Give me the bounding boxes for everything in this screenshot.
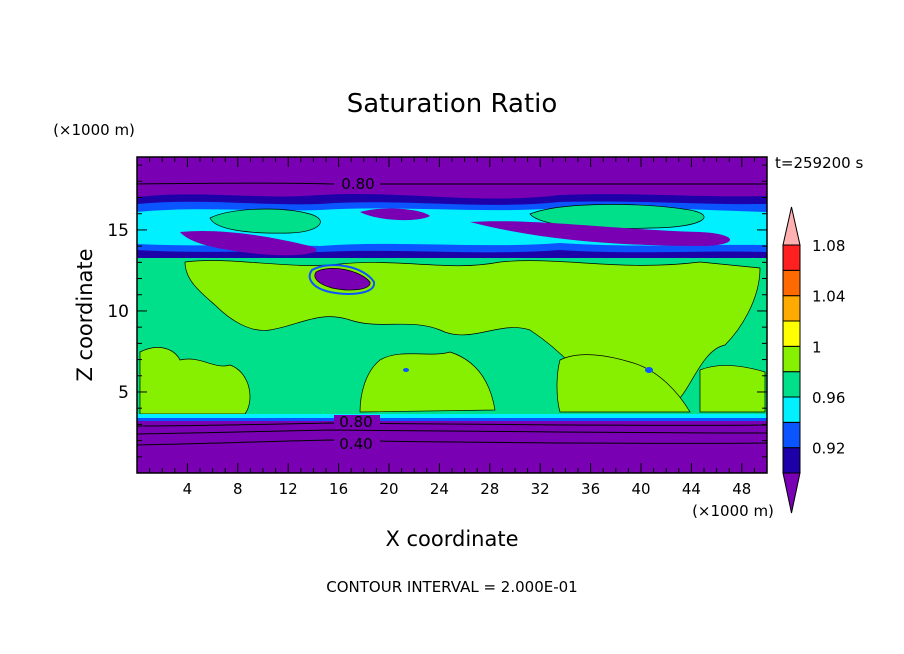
colorbar-over-triangle [782, 206, 801, 246]
y-tick-label: 15 [107, 221, 129, 241]
x-tick-label: 40 [631, 480, 650, 498]
x-tick-label: 44 [682, 480, 701, 498]
y-units-label: (×1000 m) [53, 121, 135, 139]
x-tick-label: 20 [379, 480, 398, 498]
x-tick-label: 48 [732, 480, 751, 498]
contour-field [137, 157, 767, 473]
lower-green-mid [359, 351, 496, 413]
contour-label-top: 0.80 [341, 175, 374, 193]
x-tick-label: 8 [233, 480, 243, 498]
colorbar-swatch [782, 447, 801, 474]
colorbar-swatch [782, 269, 801, 297]
contour-label-bg-1 [334, 176, 380, 192]
colorbar: 0.92 0.96 1 1.04 1.08 [782, 206, 845, 514]
upper-purple-streak-right [470, 221, 730, 246]
contour-label-lower-080: 0.80 [339, 413, 372, 431]
y-tick-label: 10 [107, 302, 129, 322]
colorbar-swatch [782, 320, 801, 347]
lower-contour-0.40 [137, 439, 767, 446]
y-tick-label: 5 [118, 383, 129, 403]
x-tick-label: 12 [279, 480, 298, 498]
x-axis-label: X coordinate [385, 527, 518, 551]
colorbar-swatch [782, 295, 801, 322]
colorbar-swatch [782, 371, 801, 398]
chart-title: Saturation Ratio [347, 89, 558, 119]
cloud-base-blue [137, 418, 767, 421]
colorbar-label: 1.04 [812, 288, 845, 306]
y-axis: 5 10 15 [107, 164, 767, 458]
contour-label-lower-040: 0.40 [339, 435, 372, 453]
upper-purple-streak-mid [360, 208, 430, 221]
blue-dot-2 [645, 367, 653, 373]
x-tick-label: 16 [329, 480, 348, 498]
y-axis-label: Z coordinate [73, 248, 97, 381]
time-label: t=259200 s [775, 154, 863, 172]
colorbar-swatch [782, 244, 801, 271]
blue-dot-1 [403, 368, 409, 372]
colorbar-swatch [782, 396, 801, 423]
x-units-label: (×1000 m) [692, 502, 774, 520]
colorbar-label: 0.92 [812, 440, 845, 458]
x-tick-label: 4 [183, 480, 193, 498]
lower-green-far-right [699, 365, 766, 413]
colorbar-swatch [782, 421, 801, 449]
colorbar-label: 0.96 [812, 389, 845, 407]
colorbar-under-triangle [782, 472, 801, 514]
contour-label-bg-2 [334, 415, 380, 429]
mid-purple-blob [314, 268, 371, 291]
contour-label-bg-3 [334, 436, 380, 450]
upper-purple-streak-left [180, 230, 317, 256]
x-tick-label: 36 [581, 480, 600, 498]
colorbar-swatch [782, 345, 801, 373]
lower-green-right [556, 354, 691, 413]
colorbar-label: 1 [812, 338, 822, 356]
lower-green-left [139, 347, 251, 415]
lower-contour-0.80 [137, 422, 767, 427]
upper-green-patch-left [209, 208, 321, 234]
lower-contour-0.60 [137, 429, 767, 435]
contour-interval-footer: CONTOUR INTERVAL = 2.000E-01 [326, 578, 577, 596]
lower-dry-layer [137, 421, 767, 473]
cloud-base-cyan [137, 414, 767, 418]
x-tick-label: 32 [531, 480, 550, 498]
colorbar-label: 1.08 [812, 237, 845, 255]
x-tick-label: 24 [430, 480, 449, 498]
mid-blue-rim [308, 264, 375, 295]
x-axis: 4 8 12 16 20 24 28 32 36 40 44 48 [149, 157, 755, 498]
x-tick-label: 28 [480, 480, 499, 498]
